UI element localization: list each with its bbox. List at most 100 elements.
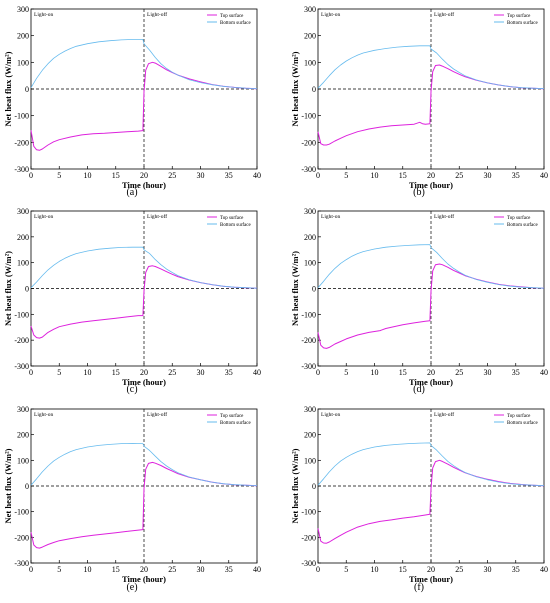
- legend-label: Top surface: [220, 216, 244, 221]
- light-on-note: Light-on: [34, 412, 53, 418]
- y-tick-label: 300: [17, 207, 29, 216]
- y-tick-label: 0: [25, 85, 29, 94]
- x-tick-label: 0: [316, 171, 320, 180]
- legend-label: Bottom surface: [220, 223, 251, 228]
- legend-label: Top surface: [220, 14, 244, 19]
- y-axis-title: Net heat flux (W/m²): [290, 448, 300, 523]
- panel-e: 0 5 10 15 20 25 30 35 40 300 200 100 0 -100 -200 -300 Ti…: [3, 405, 261, 593]
- light-off-note: Light-off: [147, 411, 167, 418]
- x-tick-label: 15: [112, 565, 120, 574]
- y-axis-title: Net heat flux (W/m²): [290, 51, 300, 126]
- y-tick-label: 200: [304, 431, 316, 440]
- y-tick-label: 0: [25, 482, 29, 491]
- light-on-note: Light-on: [34, 214, 53, 220]
- x-axis-title: Time (hour): [122, 574, 166, 584]
- y-tick-label: -200: [301, 336, 316, 345]
- x-tick-label: 5: [57, 368, 61, 377]
- x-tick-label: 40: [253, 368, 261, 377]
- panel-caption: (d): [413, 384, 425, 395]
- x-tick-label: 40: [540, 565, 548, 574]
- x-tick-label: 35: [225, 565, 233, 574]
- panel-d: 0 5 10 15 20 25 30 35 40 300 200 100 0 -100 -200 -300 Ti…: [290, 207, 548, 395]
- panel-caption: (a): [126, 187, 137, 198]
- light-off-note: Light-off: [434, 213, 454, 220]
- x-tick-label: 0: [29, 565, 33, 574]
- x-tick-label: 30: [197, 565, 205, 574]
- light-off-note: Light-off: [434, 11, 454, 18]
- y-tick-label: 0: [312, 85, 316, 94]
- x-tick-label: 15: [399, 171, 407, 180]
- x-tick-label: 40: [540, 171, 548, 180]
- light-off-note: Light-off: [147, 11, 167, 18]
- y-tick-label: 100: [17, 456, 29, 465]
- series-top-surface: [317, 459, 545, 544]
- x-tick-label: 10: [84, 171, 92, 180]
- y-tick-label: -300: [301, 559, 316, 568]
- x-tick-label: 5: [344, 565, 348, 574]
- panel-caption: (f): [414, 582, 424, 593]
- y-tick-label: -200: [14, 336, 29, 345]
- y-tick-label: 100: [17, 259, 29, 268]
- y-tick-label: -200: [14, 138, 29, 147]
- y-tick-label: 0: [25, 285, 29, 294]
- legend-label: Top surface: [220, 414, 244, 419]
- series-bottom-surface: [30, 39, 258, 90]
- panel-caption: (c): [126, 384, 137, 395]
- x-tick-label: 25: [455, 565, 463, 574]
- x-tick-label: 15: [112, 368, 120, 377]
- x-tick-label: 5: [344, 368, 348, 377]
- y-axis-title: Net heat flux (W/m²): [3, 251, 13, 326]
- x-tick-label: 10: [84, 565, 92, 574]
- x-tick-label: 15: [399, 565, 407, 574]
- light-off-note: Light-off: [434, 411, 454, 418]
- legend-label: Bottom surface: [220, 21, 251, 26]
- x-tick-label: 20: [140, 171, 148, 180]
- x-tick-label: 15: [399, 368, 407, 377]
- y-axis-title: Net heat flux (W/m²): [290, 251, 300, 326]
- light-on-note: Light-on: [34, 12, 53, 18]
- y-tick-label: 0: [312, 482, 316, 491]
- x-tick-label: 20: [427, 171, 435, 180]
- y-tick-label: -300: [301, 165, 316, 174]
- legend-label: Bottom surface: [507, 421, 538, 426]
- x-tick-label: 25: [455, 368, 463, 377]
- light-on-note: Light-on: [321, 12, 340, 18]
- x-tick-label: 5: [57, 565, 61, 574]
- x-tick-label: 30: [197, 171, 205, 180]
- x-tick-label: 20: [140, 368, 148, 377]
- y-tick-label: 200: [17, 233, 29, 242]
- panel-caption: (e): [126, 582, 137, 593]
- panel-c: 0 5 10 15 20 25 30 35 40 300 200 100 0 -100 -200 -300 Ti…: [3, 207, 261, 395]
- x-tick-label: 30: [484, 565, 492, 574]
- x-tick-label: 10: [371, 171, 379, 180]
- y-tick-label: 300: [304, 5, 316, 14]
- panel-f: 0 5 10 15 20 25 30 35 40 300 200 100 0 -100 -200 -300 Ti…: [290, 405, 548, 593]
- x-tick-label: 10: [371, 368, 379, 377]
- y-tick-label: 300: [17, 405, 29, 414]
- legend-label: Bottom surface: [507, 21, 538, 26]
- x-tick-label: 35: [512, 368, 520, 377]
- x-tick-label: 30: [197, 368, 205, 377]
- light-on-note: Light-on: [321, 412, 340, 418]
- y-tick-label: -300: [301, 362, 316, 371]
- x-tick-label: 40: [253, 171, 261, 180]
- series-bottom-surface: [317, 442, 545, 487]
- y-tick-label: 100: [17, 58, 29, 67]
- y-axis-title: Net heat flux (W/m²): [3, 51, 13, 126]
- legend-label: Bottom surface: [507, 223, 538, 228]
- x-tick-label: 40: [540, 368, 548, 377]
- y-tick-label: 0: [312, 285, 316, 294]
- series-bottom-surface: [30, 442, 258, 487]
- y-tick-label: -300: [14, 559, 29, 568]
- panel-b: 0 5 10 15 20 25 30 35 40 300 200 100 0 -100 -200 -300 Ti…: [290, 5, 548, 198]
- x-axis-title: Time (hour): [122, 180, 166, 190]
- y-tick-label: -100: [14, 508, 29, 517]
- x-tick-label: 30: [484, 171, 492, 180]
- x-tick-label: 25: [455, 171, 463, 180]
- x-tick-label: 0: [29, 171, 33, 180]
- y-tick-label: -100: [301, 112, 316, 121]
- y-tick-label: 200: [304, 32, 316, 41]
- x-axis-title: Time (hour): [409, 377, 453, 387]
- legend-label: Top surface: [507, 216, 531, 221]
- legend-label: Bottom surface: [220, 421, 251, 426]
